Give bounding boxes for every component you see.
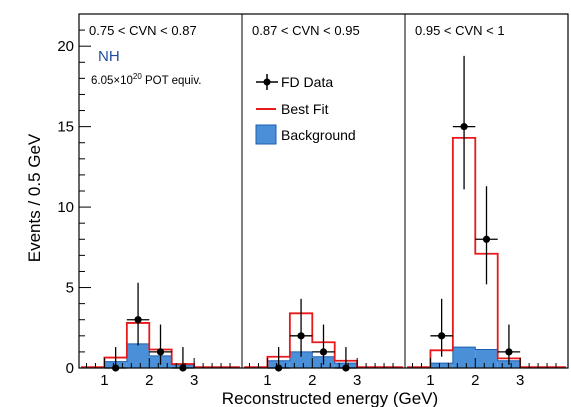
data-marker (482, 235, 491, 243)
exposure-label: 6.05×1020 POT equiv. (91, 72, 201, 87)
panel-label: 0.75 < CVN < 0.87 (89, 23, 197, 38)
plot-frame (78, 13, 569, 369)
exposure-exponent: 20 (133, 72, 142, 81)
panel-label: 0.87 < CVN < 0.95 (252, 23, 360, 38)
legend-fit-label: Best Fit (281, 101, 329, 117)
data-marker (438, 332, 446, 340)
x-tick-label: 1 (100, 372, 108, 389)
background-bar (475, 349, 498, 368)
x-tick-label: 1 (426, 372, 434, 389)
y-tick-label: 20 (57, 38, 74, 55)
y-tick-label: 5 (66, 280, 74, 297)
y-tick-label: 0 (66, 360, 74, 377)
data-point (312, 324, 335, 365)
data-point (149, 324, 172, 365)
x-tick-label: 2 (471, 372, 479, 389)
background-bar (452, 347, 476, 368)
data-point (289, 298, 313, 357)
legend-data-marker (256, 74, 278, 90)
data-point (497, 324, 521, 365)
hierarchy-label: NH (98, 48, 120, 65)
data-marker (460, 123, 468, 131)
x-tick-label: 2 (308, 372, 316, 389)
x-tick-label: 3 (353, 372, 361, 389)
data-marker (505, 348, 513, 356)
data-marker (156, 348, 165, 356)
axes-layer: 1 2 3 1 2 3 1 2 3 0 5 10 15 20 (57, 13, 569, 389)
data-marker (134, 316, 142, 324)
legend-data-label: FD Data (281, 74, 333, 90)
x-tick-label: 3 (516, 372, 524, 389)
exposure-suffix: POT equiv. (142, 75, 202, 87)
panel-label: 0.95 < CVN < 1 (415, 23, 505, 38)
y-tick-label: 15 (57, 119, 74, 136)
background-bar (289, 351, 313, 368)
x-tick-label: 1 (263, 372, 271, 389)
data-point (126, 282, 150, 346)
y-tick-label: 10 (57, 199, 74, 216)
legend: FD Data Best Fit Background (255, 74, 356, 145)
background-bar (126, 343, 150, 368)
exposure-base: 6.05×10 (91, 75, 133, 87)
y-axis-title: Events / 0.5 GeV (25, 133, 44, 262)
data-point (430, 298, 453, 357)
x-tick-label: 3 (190, 372, 198, 389)
legend-background-label: Background (281, 127, 356, 143)
data-marker (319, 348, 328, 356)
panel-2: 0.87 < CVN < 0.95 (244, 23, 403, 372)
panel-3: 0.95 < CVN < 1 (407, 23, 566, 369)
x-axis-title: Reconstructed energy (GeV) (222, 389, 438, 407)
data-point (452, 55, 476, 190)
legend-background-swatch (255, 124, 277, 145)
x-tick-label: 2 (145, 372, 153, 389)
background-bar (430, 363, 453, 368)
data-marker (297, 332, 305, 340)
data-point (475, 186, 498, 285)
